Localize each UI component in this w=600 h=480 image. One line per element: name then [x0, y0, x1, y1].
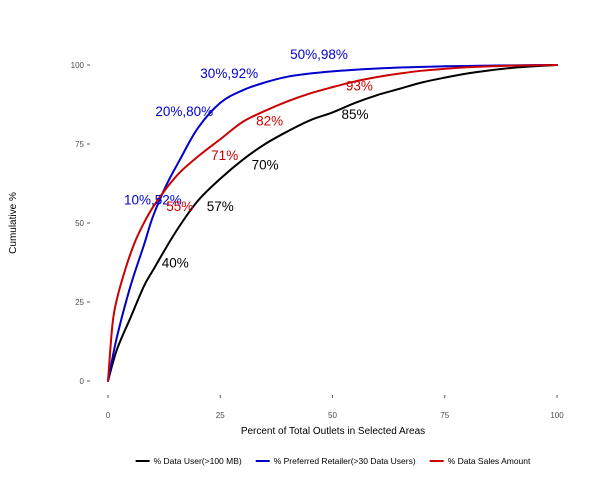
y-tick-label: 75 [75, 140, 84, 149]
annotation-label: 70% [252, 158, 279, 173]
series-lines-layer [107, 64, 558, 382]
series-line-2 [107, 64, 558, 382]
y-tick-label: 0 [80, 377, 85, 386]
annotation-label: 40% [162, 256, 189, 271]
annotation-label: 50%,98% [290, 47, 348, 62]
x-tick-label: 75 [440, 411, 449, 420]
x-axis-title: Percent of Total Outlets in Selected Are… [241, 426, 425, 437]
x-axis-ticks: 0 25 50 75 100 [106, 395, 564, 420]
y-tick-label: 25 [75, 298, 84, 307]
annotation-label: 71% [211, 148, 238, 163]
annotation-label: 10%,52% [124, 192, 182, 207]
x-tick-label: 25 [216, 411, 225, 420]
x-tick-label: 50 [328, 411, 337, 420]
annotation-label: 57% [207, 199, 234, 214]
y-axis-ticks: 0 25 50 75 100 [71, 61, 90, 386]
series-line-1 [107, 64, 558, 382]
annotation-label: 20%,80% [155, 104, 213, 119]
axes-layer: 0 25 50 75 100 0 25 50 75 100 Percent of Total O… [8, 61, 564, 437]
annotations-layer: 10%,52% 20%,80% 30%,92% 50%,98% 55% 71% 82% 93%… [124, 47, 373, 271]
annotation-label: 55% [166, 199, 193, 214]
y-tick-label: 50 [75, 219, 84, 228]
x-tick-label: 100 [550, 411, 564, 420]
legend-item: % Data User(>100 MB) [135, 456, 242, 466]
legend: % Data User(>100 MB) % Preferred Retailer… [135, 456, 531, 466]
legend-item: % Preferred Retailer(>30 Data Users) [255, 456, 416, 466]
y-axis-title: Cumulative % [8, 192, 19, 254]
annotation-label: 93% [346, 79, 373, 94]
legend-label: % Preferred Retailer(>30 Data Users) [274, 456, 416, 466]
legend-label: % Data Sales Amount [448, 456, 531, 466]
annotation-label: 85% [341, 107, 368, 122]
legend-item: % Data Sales Amount [429, 456, 531, 466]
x-tick-label: 0 [106, 411, 111, 420]
y-tick-label: 100 [71, 61, 85, 70]
annotation-label: 82% [256, 113, 283, 128]
annotation-label: 30%,92% [200, 66, 258, 81]
series-line-3 [107, 64, 558, 382]
legend-label: % Data User(>100 MB) [154, 456, 242, 466]
